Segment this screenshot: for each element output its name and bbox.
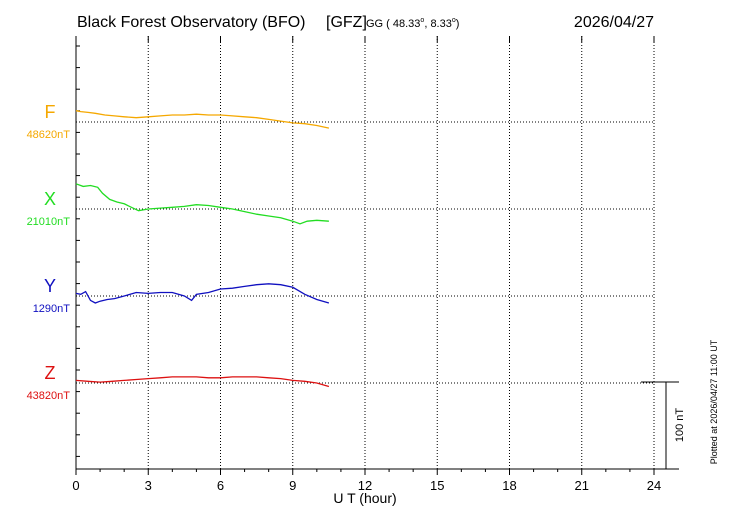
series-baseline-label-f: 48620nT bbox=[27, 129, 71, 141]
coords-prefix: GG ( 48.33 bbox=[366, 18, 420, 30]
series-line-f bbox=[75, 110, 330, 129]
series-baseline-label-y: 1290nT bbox=[33, 303, 71, 315]
x-tick-label: 12 bbox=[358, 478, 372, 493]
x-tick-label: 3 bbox=[145, 478, 152, 493]
title-coords: GG ( 48.33o, 8.33o) bbox=[366, 17, 459, 30]
title-date: 2026/04/27 bbox=[574, 14, 654, 31]
coords-sep: , 8.33 bbox=[424, 18, 452, 30]
x-tick-label: 6 bbox=[217, 478, 224, 493]
x-tick-label: 24 bbox=[647, 478, 661, 493]
coords-degree-2: o bbox=[452, 17, 456, 24]
plotted-note: Plotted at 2026/04/27 11:00 UT bbox=[709, 339, 719, 464]
coords-suffix: ) bbox=[456, 18, 460, 30]
series-baseline-label-x: 21010nT bbox=[27, 216, 71, 228]
title-station: Black Forest Observatory (BFO) bbox=[77, 14, 306, 31]
scale-bar: 100 nT bbox=[641, 381, 686, 470]
coords-degree-1: o bbox=[420, 17, 424, 24]
series-name-x: X bbox=[44, 189, 56, 209]
ticks: 0 3 6 9 12 15 18 21 24 bbox=[72, 36, 661, 493]
title-institute: [GFZ] bbox=[326, 14, 367, 31]
x-tick-label: 18 bbox=[502, 478, 516, 493]
x-tick-label: 15 bbox=[430, 478, 444, 493]
series-line-z bbox=[75, 376, 330, 388]
series-labels: F 48620nT X 21010nT Y 1290nT Z 43820nT bbox=[27, 102, 71, 402]
x-tick-label: 0 bbox=[72, 478, 79, 493]
series-name-f: F bbox=[45, 102, 56, 122]
x-tick-label: 9 bbox=[289, 478, 296, 493]
series-group bbox=[75, 110, 330, 388]
scale-bar-label: 100 nT bbox=[674, 408, 686, 443]
series-line-x bbox=[75, 183, 329, 225]
x-axis-label: U T (hour) bbox=[333, 490, 396, 506]
series-name-z: Z bbox=[45, 363, 56, 383]
grid bbox=[76, 36, 655, 469]
series-line-y bbox=[75, 283, 330, 304]
series-name-y: Y bbox=[44, 276, 56, 296]
series-baseline-label-z: 43820nT bbox=[27, 390, 71, 402]
x-tick-label: 21 bbox=[575, 478, 589, 493]
